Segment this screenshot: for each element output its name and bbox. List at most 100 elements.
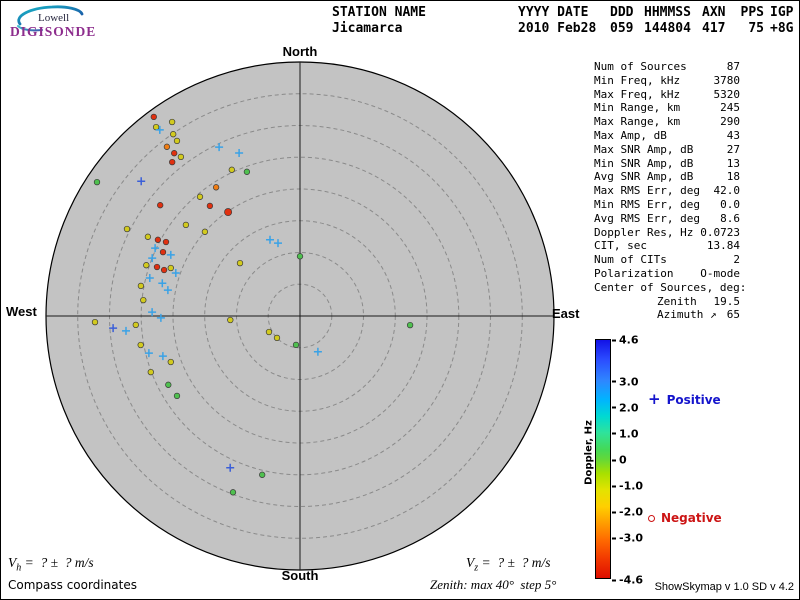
- source-point-negative: [144, 233, 152, 240]
- source-point-negative: [212, 184, 220, 191]
- stat-value: 0.0: [720, 197, 740, 211]
- tick-mark: [612, 579, 616, 581]
- tick-mark: [612, 380, 616, 383]
- header-column: HHMMSS 144804: [644, 5, 702, 37]
- source-point-negative: [229, 489, 237, 496]
- stat-label: Max RMS Err, deg: [594, 184, 700, 198]
- stat-value: 27: [726, 142, 740, 156]
- stat-value: 43: [726, 128, 740, 142]
- stat-value: 2: [733, 253, 740, 267]
- stat-row: Min Range, km 245: [594, 101, 740, 115]
- colorbar-tick: 4.6: [612, 334, 639, 347]
- source-point-negative: [243, 168, 251, 175]
- header-field-value: 059: [610, 21, 634, 36]
- stat-row: Min RMS Err, deg 0.0: [594, 198, 740, 212]
- stat-row: Avg RMS Err, deg 8.6: [594, 212, 740, 226]
- source-point-negative: [167, 264, 174, 272]
- stat-label: Zenith: [657, 294, 697, 308]
- source-point-positive: [145, 274, 154, 282]
- colorbar-tick: -3.0: [612, 532, 643, 545]
- header-field-label: STATION NAME: [332, 5, 426, 20]
- source-point-negative: [165, 381, 172, 388]
- source-points: [91, 113, 414, 496]
- stat-row: Min SNR Amp, dB 13: [594, 157, 740, 171]
- stat-row: CIT, sec 13.84: [594, 239, 740, 253]
- stat-row: Max RMS Err, deg 42.0: [594, 184, 740, 198]
- stat-value: 290: [720, 115, 740, 129]
- source-point-negative: [196, 193, 204, 200]
- vz-readout: Vz = ? ± ? m/s: [466, 555, 551, 574]
- source-point-negative: [273, 334, 281, 342]
- source-point-negative: [163, 143, 171, 150]
- colorbar-tick: 0: [612, 454, 627, 467]
- logo-digisonde-text: DIGISONDE: [10, 24, 96, 39]
- stat-value: O-mode: [700, 266, 740, 280]
- source-point-negative: [153, 263, 161, 271]
- vz-value: = ? ± ? m/s: [478, 555, 551, 570]
- source-point-positive: [171, 269, 180, 277]
- source-point-positive: [122, 326, 130, 335]
- source-point-negative: [147, 368, 154, 376]
- stat-row: Max Freq, kHz 5320: [594, 88, 740, 102]
- source-point-negative: [292, 341, 300, 349]
- stat-value: 245: [720, 101, 740, 115]
- colorbar-tick: 2.0: [612, 401, 639, 414]
- colorbar-tick: 1.0: [612, 427, 639, 440]
- header-bar: STATION NAME Jicamarca YYYY DATE 2010 Feb28…: [332, 5, 800, 37]
- source-point-negative: [162, 238, 170, 246]
- source-point-negative: [182, 221, 190, 229]
- source-point-negative: [152, 123, 160, 131]
- source-point-positive: [158, 352, 167, 361]
- source-point-negative: [227, 316, 234, 324]
- header-field-label: DDD: [610, 5, 634, 20]
- stat-label: CIT, sec: [594, 239, 647, 253]
- source-point-positive: [313, 347, 322, 356]
- stat-value: 5320: [713, 87, 741, 101]
- stat-label: Max Freq, kHz: [594, 87, 681, 101]
- source-point-positive: [148, 308, 157, 317]
- source-point-negative: [167, 358, 174, 366]
- stat-label: Center of Sources, deg:: [594, 280, 747, 294]
- source-point-positive: [155, 125, 164, 134]
- header-column: IGP +8G: [770, 5, 800, 37]
- colorbar-tick: -2.0: [612, 506, 643, 519]
- source-point-negative: [137, 282, 145, 290]
- source-point-positive: [137, 177, 146, 186]
- source-point-negative: [265, 328, 273, 336]
- circle-icon: [648, 514, 655, 522]
- header-field-value: 417: [702, 21, 726, 36]
- header-field-value: 2010 Feb28: [518, 21, 597, 36]
- header-column: AXN 417: [702, 5, 736, 37]
- source-point-negative: [173, 137, 181, 145]
- stat-label: Polarization: [594, 266, 674, 280]
- colorbar-tick: 3.0: [612, 375, 639, 388]
- source-point-positive: [166, 250, 175, 259]
- zenith-range-note: Zenith: max 40° step 5°: [430, 577, 557, 592]
- lowell-digisonde-logo: Lowell DIGISONDE: [8, 3, 120, 45]
- header-column: STATION NAME Jicamarca: [332, 5, 518, 37]
- stat-row: Max Range, km 290: [594, 115, 740, 129]
- source-point-negative: [137, 341, 144, 349]
- stat-row: Azimuth ↗ 65: [594, 308, 740, 322]
- stat-label: Max SNR Amp, dB: [594, 142, 694, 156]
- compass-label-south: South: [281, 568, 319, 583]
- source-point-positive: [235, 149, 244, 157]
- stat-label: Azimuth ↗: [657, 308, 717, 322]
- stat-row: Polarization O-mode: [594, 267, 740, 281]
- tick-label: -1.0: [619, 479, 644, 493]
- stat-row: Zenith 19.5: [594, 295, 740, 309]
- doppler-colorbar: 4.6 3.0 2.0 1.0 0 -1.0 -2.0 -3.0 -4.6 Doppler, H…: [584, 334, 725, 587]
- header-field-value: 144804: [644, 21, 691, 36]
- compass-label-west: West: [6, 304, 37, 319]
- header-field-label: IGP: [770, 5, 794, 20]
- colorbar-gradient: [595, 339, 611, 579]
- stat-label: Max Range, km: [594, 115, 681, 129]
- source-point-negative: [159, 248, 167, 256]
- stat-label: Doppler Res, Hz: [594, 225, 694, 239]
- colorbar-axis-label: Doppler, Hz: [583, 420, 595, 485]
- source-point-negative: [169, 158, 176, 166]
- source-point-negative: [236, 259, 244, 267]
- stat-value: 87: [726, 60, 740, 73]
- source-point-negative: [168, 118, 176, 126]
